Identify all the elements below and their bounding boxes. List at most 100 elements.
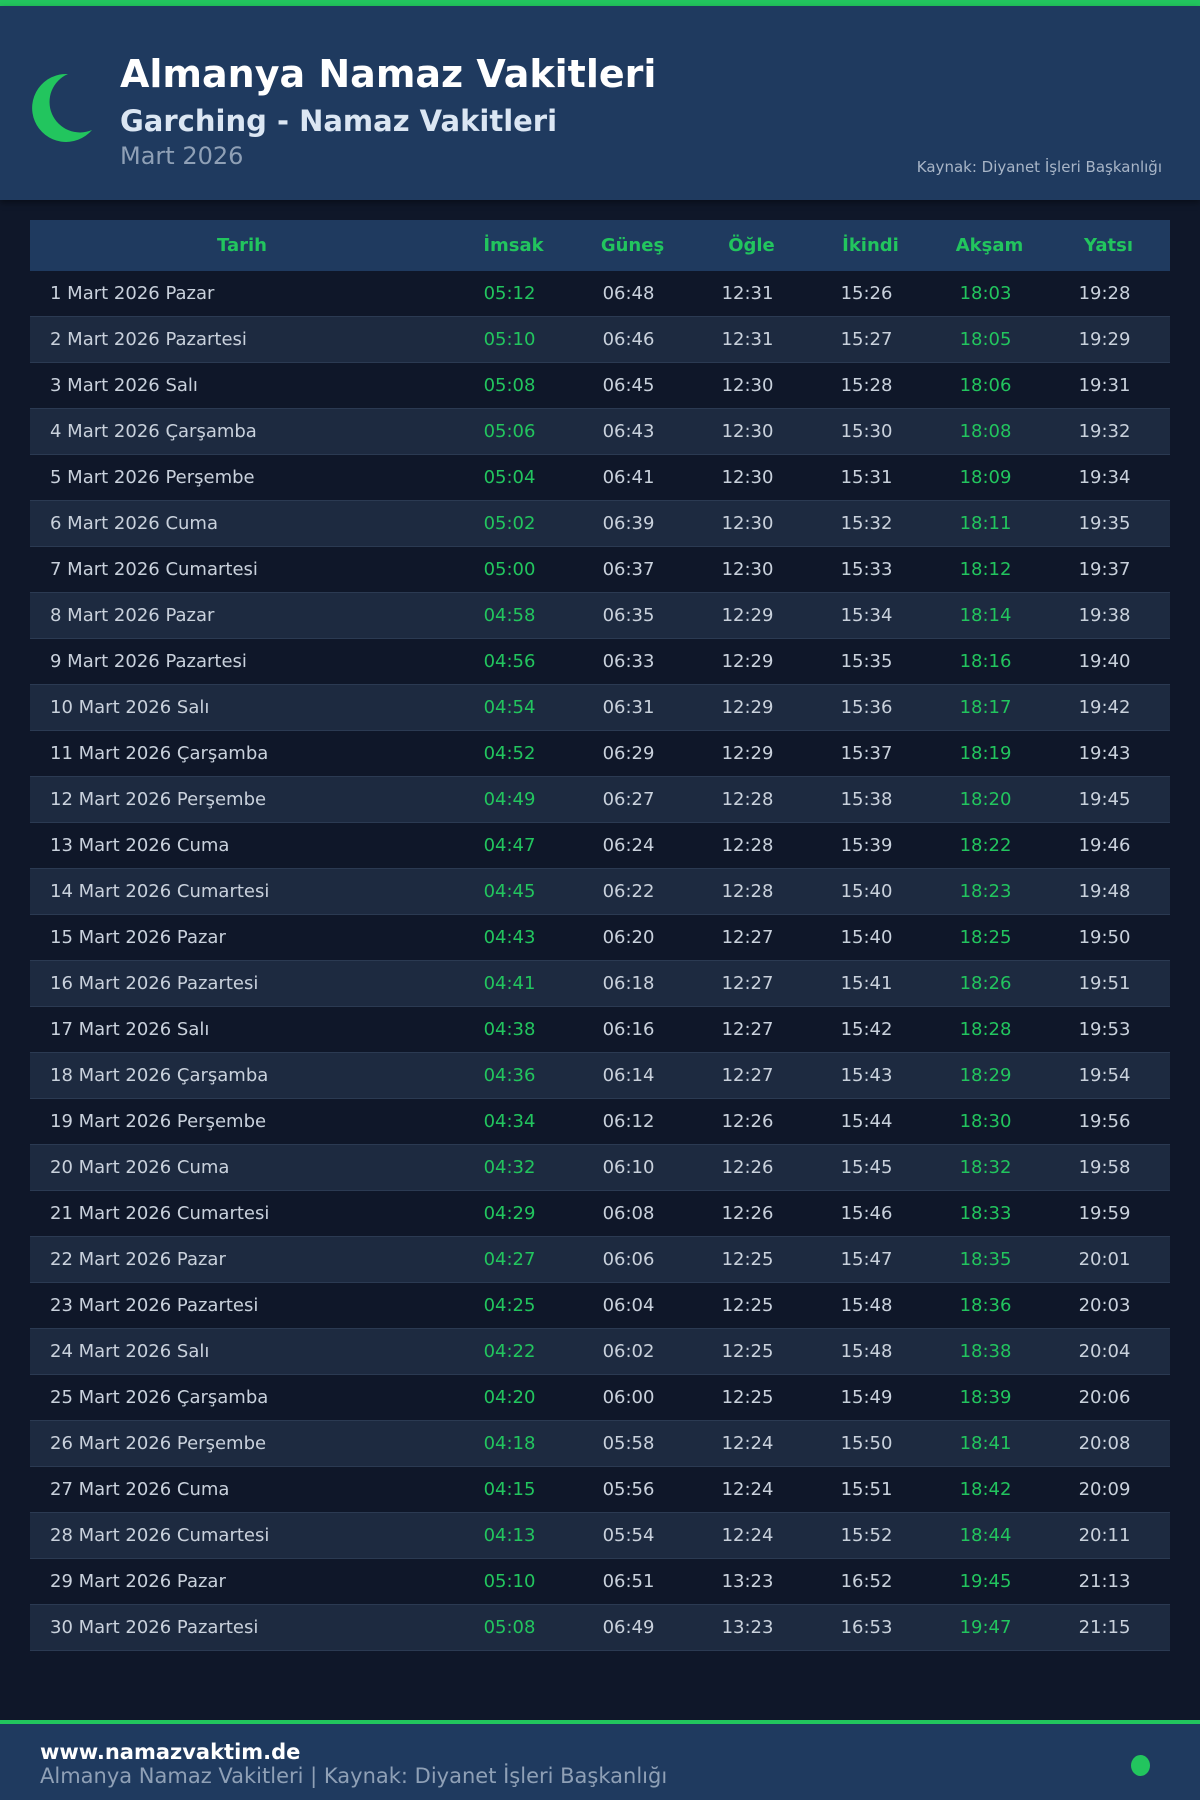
cell-ogle: 13:23 [721,1617,774,1638]
cell-yatsi: 19:38 [1078,605,1131,626]
cell-imsak: 04:47 [483,835,536,856]
cell-gunes: 06:22 [602,881,655,902]
cell-ogle: 12:25 [721,1295,774,1316]
cell-ikindi: 15:49 [840,1387,893,1408]
cell-ikindi: 15:40 [840,881,893,902]
cell-yatsi: 20:03 [1078,1295,1131,1316]
cell-ogle: 12:30 [721,467,774,488]
crescent-moon-icon [32,73,92,142]
cell-date: 5 Mart 2026 Perşembe [50,467,255,488]
cell-gunes: 06:24 [602,835,655,856]
cell-date: 19 Mart 2026 Perşembe [50,1111,267,1132]
cell-gunes: 06:02 [602,1341,655,1362]
cell-date: 9 Mart 2026 Pazartesi [50,651,247,672]
cell-ikindi: 15:46 [840,1203,893,1224]
cell-imsak: 04:36 [483,1065,536,1086]
table-row: 11 Mart 2026 Çarşamba 04:52 06:29 12:29 15:3… [30,731,1170,777]
cell-gunes: 06:14 [602,1065,655,1086]
cell-imsak: 05:10 [483,1571,536,1592]
cell-ogle: 12:30 [721,375,774,396]
cell-date: 6 Mart 2026 Cuma [50,513,218,534]
cell-gunes: 06:43 [602,421,655,442]
column-header-aksam: Akşam [955,235,1024,256]
cell-aksam: 18:06 [959,375,1012,396]
cell-yatsi: 21:15 [1078,1617,1131,1638]
top-accent-bar [0,0,1200,6]
cell-ogle: 12:28 [721,835,774,856]
table-row: 3 Mart 2026 Salı 05:08 06:45 12:30 15:28 18:0… [30,363,1170,409]
cell-aksam: 18:22 [959,835,1012,856]
cell-yatsi: 19:32 [1078,421,1131,442]
cell-gunes: 06:49 [602,1617,655,1638]
cell-date: 11 Mart 2026 Çarşamba [50,743,269,764]
cell-aksam: 18:20 [959,789,1012,810]
table-row: 10 Mart 2026 Salı 04:54 06:31 12:29 15:36 18:… [30,685,1170,731]
cell-gunes: 06:37 [602,559,655,580]
cell-gunes: 06:33 [602,651,655,672]
cell-ogle: 12:29 [721,697,774,718]
status-dot-icon [1131,1755,1150,1776]
cell-yatsi: 19:37 [1078,559,1131,580]
table-row: 30 Mart 2026 Pazartesi 05:08 06:49 13:23 16:… [30,1605,1170,1651]
cell-imsak: 05:00 [483,559,536,580]
table-body: 1 Mart 2026 Pazar 05:12 06:48 12:31 15:26 18:… [30,271,1170,1651]
cell-aksam: 18:23 [959,881,1012,902]
table-row: 1 Mart 2026 Pazar 05:12 06:48 12:31 15:26 18:… [30,271,1170,317]
cell-ogle: 12:27 [721,927,774,948]
table-row: 22 Mart 2026 Pazar 04:27 06:06 12:25 15:47 18… [30,1237,1170,1283]
table-row: 25 Mart 2026 Çarşamba 04:20 06:00 12:25 15:4… [30,1375,1170,1421]
cell-gunes: 06:45 [602,375,655,396]
cell-ogle: 12:28 [721,789,774,810]
cell-aksam: 18:42 [959,1479,1012,1500]
prayer-times-table: Tarih İmsak Güneş Öğle İkindi Akşam Yats… [30,220,1170,1651]
cell-gunes: 06:39 [602,513,655,534]
cell-imsak: 05:10 [483,329,536,350]
cell-yatsi: 19:29 [1078,329,1131,350]
cell-yatsi: 20:11 [1078,1525,1131,1546]
cell-ikindi: 15:30 [840,421,893,442]
cell-ikindi: 15:48 [840,1341,893,1362]
cell-aksam: 18:44 [959,1525,1012,1546]
cell-aksam: 18:09 [959,467,1012,488]
cell-gunes: 06:12 [602,1111,655,1132]
cell-aksam: 18:11 [959,513,1012,534]
table-row: 7 Mart 2026 Cumartesi 05:00 06:37 12:30 15:3… [30,547,1170,593]
cell-ikindi: 15:51 [840,1479,893,1500]
cell-gunes: 06:35 [602,605,655,626]
cell-imsak: 05:08 [483,375,536,396]
cell-aksam: 18:08 [959,421,1012,442]
cell-yatsi: 19:46 [1078,835,1131,856]
cell-aksam: 18:17 [959,697,1012,718]
cell-date: 20 Mart 2026 Cuma [50,1157,230,1178]
cell-ikindi: 15:28 [840,375,893,396]
cell-ogle: 12:25 [721,1249,774,1270]
cell-ogle: 12:26 [721,1111,774,1132]
table-row: 2 Mart 2026 Pazartesi 05:10 06:46 12:31 15:2… [30,317,1170,363]
cell-aksam: 18:16 [959,651,1012,672]
cell-aksam: 18:38 [959,1341,1012,1362]
cell-ogle: 12:26 [721,1157,774,1178]
cell-imsak: 04:45 [483,881,536,902]
cell-yatsi: 20:08 [1078,1433,1131,1454]
cell-imsak: 04:49 [483,789,536,810]
cell-gunes: 06:46 [602,329,655,350]
cell-ogle: 12:30 [721,421,774,442]
column-header-ogle: Öğle [728,235,775,256]
cell-date: 27 Mart 2026 Cuma [50,1479,230,1500]
cell-imsak: 05:04 [483,467,536,488]
table-row: 28 Mart 2026 Cumartesi 04:13 05:54 12:24 15:… [30,1513,1170,1559]
cell-ikindi: 15:39 [840,835,893,856]
cell-ikindi: 15:52 [840,1525,893,1546]
cell-imsak: 04:13 [483,1525,536,1546]
cell-yatsi: 19:34 [1078,467,1131,488]
cell-ogle: 12:31 [721,329,774,350]
cell-ikindi: 15:31 [840,467,893,488]
cell-aksam: 18:19 [959,743,1012,764]
cell-aksam: 19:45 [959,1571,1012,1592]
table-row: 24 Mart 2026 Salı 04:22 06:02 12:25 15:48 18:… [30,1329,1170,1375]
cell-date: 10 Mart 2026 Salı [50,697,210,718]
footer-site-link[interactable]: www.namazvaktim.de [40,1740,301,1764]
cell-ikindi: 15:27 [840,329,893,350]
cell-yatsi: 19:35 [1078,513,1131,534]
cell-gunes: 06:20 [602,927,655,948]
